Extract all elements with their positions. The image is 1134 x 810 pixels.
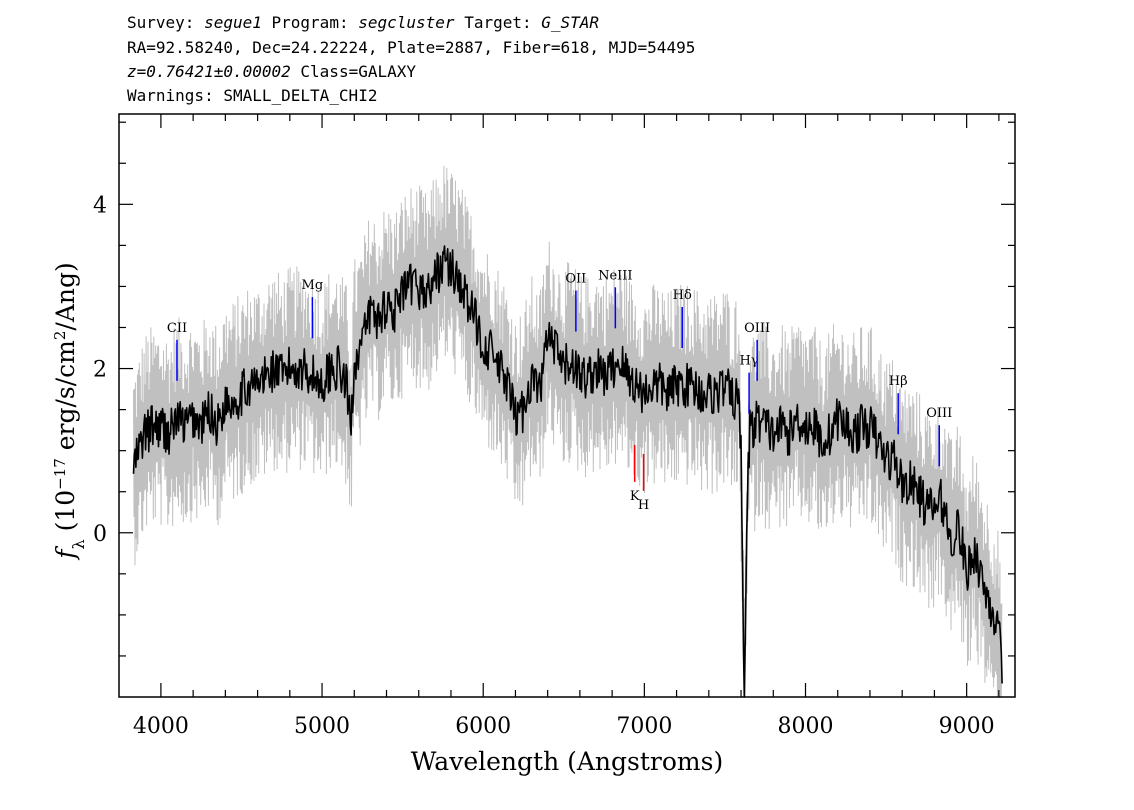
y-axis-title-part: erg/s/cm	[51, 340, 80, 458]
x-axis-title: Wavelength (Angstroms)	[411, 747, 723, 776]
program-value: segcluster	[358, 13, 455, 32]
flux-series	[132, 245, 1003, 698]
emission-label-6: OIII	[744, 321, 770, 336]
y-axis-title-part: f	[51, 546, 80, 561]
plot-frame	[118, 113, 1016, 698]
emission-label-5: Hγ	[740, 354, 759, 369]
header-line-4: Warnings: SMALL_DELTA_CHI2	[127, 86, 378, 105]
emission-label-2: OII	[565, 272, 586, 287]
flux-line-path	[132, 245, 1003, 698]
y-axis-title-part: (10	[51, 490, 80, 540]
x-tick-label-9000: 9000	[939, 714, 995, 739]
x-tick-label-5000: 5000	[294, 714, 350, 739]
y-axis-title: fλ (10−17 erg/s/cm2/Ang)	[51, 262, 88, 561]
emission-label-8: OIII	[926, 406, 952, 421]
x-tick-label-7000: 7000	[616, 714, 672, 739]
y-axis-title-part: 2	[51, 331, 69, 341]
x-tick-label-8000: 8000	[778, 714, 834, 739]
class-value: Class=GALAXY	[300, 62, 416, 81]
emission-label-3: NeIII	[598, 268, 632, 283]
error-band-path	[133, 165, 1003, 698]
header-line-1: Survey: segue1 Program: segcluster Targe…	[127, 13, 599, 33]
y-tick-label-4: 4	[93, 193, 107, 218]
emission-label-7: Hβ	[889, 374, 908, 389]
emission-label-1: Mg	[302, 278, 324, 293]
survey-label: Survey:	[127, 13, 195, 32]
program-label: Program:	[271, 13, 349, 32]
y-axis-title-part: λ	[69, 539, 88, 549]
emission-label-4: Hδ	[673, 288, 692, 303]
x-tick-label-6000: 6000	[455, 714, 511, 739]
y-tick-label-0: 0	[93, 522, 107, 547]
absorption-label-10: H	[638, 498, 649, 513]
line-markers: CII Mg OII NeIII Hδ Hγ OIII Hβ OIII KH	[167, 268, 952, 513]
target-value: G_STAR	[541, 13, 600, 32]
target-label: Target:	[464, 13, 532, 32]
redshift-value: z=0.76421±0.00002	[127, 62, 291, 81]
y-axis-title-text: fλ (10−17 erg/s/cm2/Ang)	[51, 262, 88, 561]
y-tick-label-2: 2	[93, 358, 107, 383]
y-axis-title-part: −17	[51, 458, 69, 490]
absorption-label-9: K	[630, 489, 640, 504]
header-line-3: z=0.76421±0.00002 Class=GALAXY	[127, 62, 416, 82]
header-line-2: RA=92.58240, Dec=24.22224, Plate=2887, F…	[127, 38, 696, 57]
emission-label-0: CII	[167, 321, 187, 336]
survey-value: segue1	[204, 13, 262, 32]
error-band	[133, 165, 1003, 698]
x-tick-label-4000: 4000	[133, 714, 189, 739]
y-axis-title-part: /Ang)	[51, 262, 80, 330]
axes: 4000 5000 6000 7000 8000 9000 0 2 4	[93, 113, 1016, 739]
